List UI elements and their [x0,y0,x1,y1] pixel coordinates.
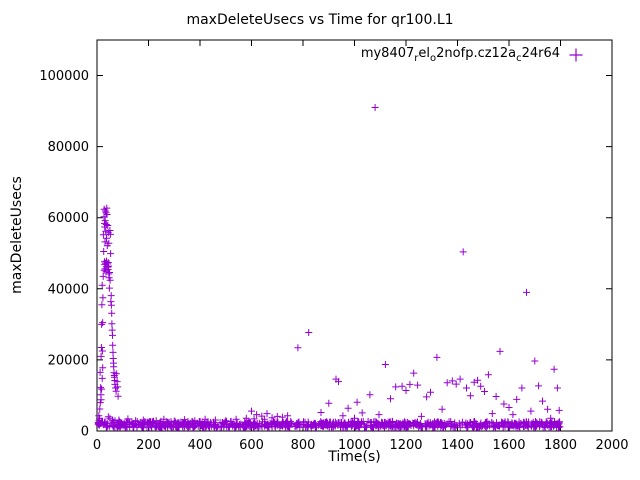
svg-text:60000: 60000 [48,211,89,226]
y-axis-label: maxDeleteUsecs [9,176,25,294]
svg-text:1200: 1200 [389,438,422,453]
axes: 0 200 400 600 800 1000 1200 1400 1600 1800 2000020… [39,39,629,453]
svg-text:400: 400 [188,438,213,453]
legend-label-text: my8407 [360,46,415,61]
svg-text:100000: 100000 [39,69,89,84]
svg-text:1800: 1800 [544,438,577,453]
legend-label-text: el [418,46,431,61]
legend-label-subscript: r [414,53,419,64]
svg-text:0: 0 [81,425,89,440]
svg-text:1600: 1600 [492,438,525,453]
svg-text:80000: 80000 [48,140,89,155]
svg-text:40000: 40000 [48,282,89,297]
chart-title: maxDeleteUsecs vs Time for qr100.L1 [186,12,454,28]
svg-text:1400: 1400 [441,438,474,453]
svg-text:1000: 1000 [338,438,371,453]
legend: my8407relo2nofp.cz12ac24r64 [361,46,584,64]
legend-label-text: 24r64 [521,46,560,61]
data-points [94,104,564,431]
svg-text:20000: 20000 [48,353,89,368]
legend-plus-marker [569,48,583,62]
legend-label-text: 2nofp.cz12a [436,46,517,61]
svg-text:200: 200 [136,438,161,453]
svg-text:600: 600 [239,438,264,453]
svg-text:2000: 2000 [595,438,628,453]
legend-label-subscript: o [430,53,437,64]
legend-label-subscript: c [516,53,522,64]
svg-text:800: 800 [291,438,316,453]
x-axis-label: Time(s) [328,449,381,465]
svg-text:0: 0 [93,438,101,453]
legend-series-label: my8407relo2nofp.cz12ac24r64 [361,46,560,64]
